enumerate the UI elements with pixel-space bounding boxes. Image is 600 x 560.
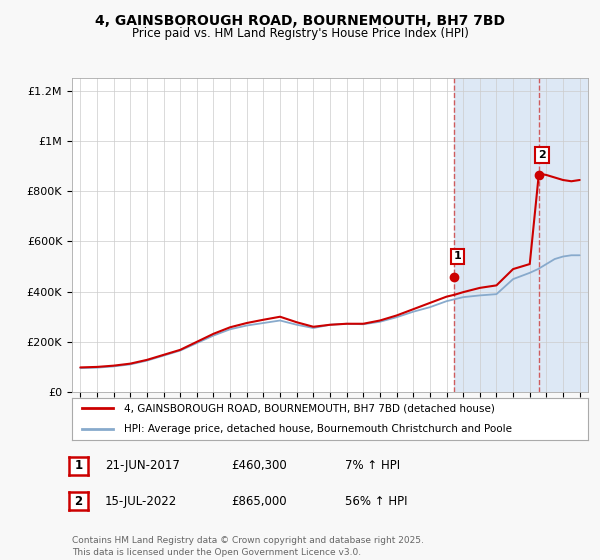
Text: Price paid vs. HM Land Registry's House Price Index (HPI): Price paid vs. HM Land Registry's House … xyxy=(131,27,469,40)
Text: 1: 1 xyxy=(74,459,83,473)
Text: 15-JUL-2022: 15-JUL-2022 xyxy=(105,494,177,508)
Text: £460,300: £460,300 xyxy=(231,459,287,473)
Text: Contains HM Land Registry data © Crown copyright and database right 2025.
This d: Contains HM Land Registry data © Crown c… xyxy=(72,536,424,557)
Text: 2: 2 xyxy=(538,150,546,160)
Text: 1: 1 xyxy=(454,251,461,262)
Text: 4, GAINSBOROUGH ROAD, BOURNEMOUTH, BH7 7BD: 4, GAINSBOROUGH ROAD, BOURNEMOUTH, BH7 7… xyxy=(95,14,505,28)
Text: 56% ↑ HPI: 56% ↑ HPI xyxy=(345,494,407,508)
Text: 2: 2 xyxy=(74,494,83,508)
Text: 21-JUN-2017: 21-JUN-2017 xyxy=(105,459,180,473)
Bar xyxy=(454,78,588,392)
Text: 4, GAINSBOROUGH ROAD, BOURNEMOUTH, BH7 7BD (detached house): 4, GAINSBOROUGH ROAD, BOURNEMOUTH, BH7 7… xyxy=(124,403,494,413)
Text: £865,000: £865,000 xyxy=(231,494,287,508)
Text: HPI: Average price, detached house, Bournemouth Christchurch and Poole: HPI: Average price, detached house, Bour… xyxy=(124,424,512,434)
Text: 7% ↑ HPI: 7% ↑ HPI xyxy=(345,459,400,473)
